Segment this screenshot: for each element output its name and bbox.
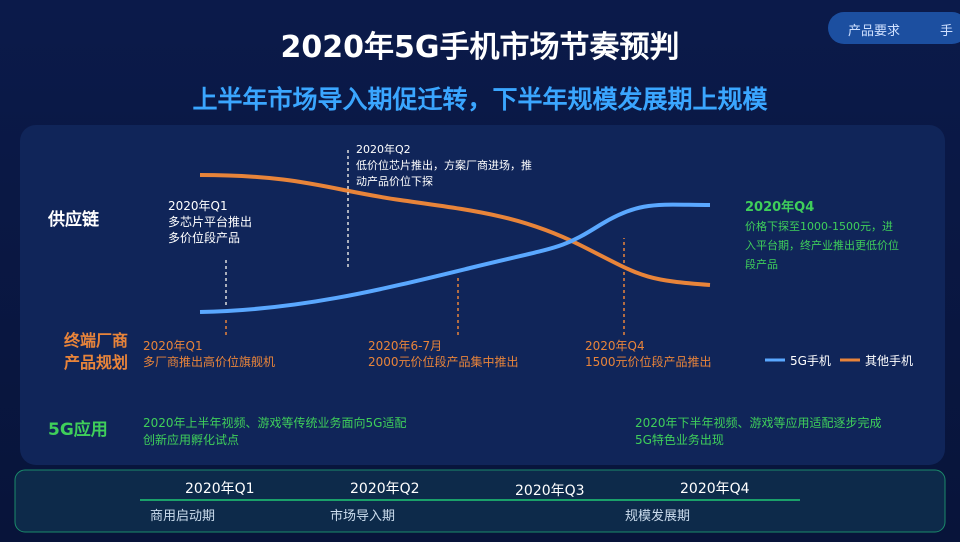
quarter: 2020年Q2 bbox=[350, 481, 420, 497]
quarter: 2020年Q3 bbox=[515, 483, 585, 499]
text-line: 入平台期，终产业推出更低价位 bbox=[745, 239, 899, 252]
tab[interactable]: 产品要求 bbox=[848, 24, 901, 39]
text-line: 2020年上半年视频、游戏等传统业务面向5G适配 bbox=[143, 416, 407, 430]
quarter: 2020年Q1 bbox=[185, 481, 255, 497]
text-line: 5G特色业务出现 bbox=[635, 433, 724, 447]
text-line: 多价位段产品 bbox=[168, 231, 241, 245]
app-text: 2020年下半年视频、游戏等应用适配逐步完成 5G特色业务出现 bbox=[635, 415, 882, 449]
text-line: 2020年Q4 bbox=[745, 200, 815, 215]
row-label: 5G应用 bbox=[48, 420, 108, 440]
title: 2020年5G手机市场节奏预判 bbox=[280, 30, 680, 65]
row-label: 供应链 bbox=[48, 210, 99, 230]
text-line: 2000元价位段产品集中推出 bbox=[368, 355, 519, 369]
annotation: 2020年Q4 价格下探至1000-1500元，进 入平台期，终产业推出更低价位 段产… bbox=[745, 198, 899, 274]
other-phone-curve bbox=[199, 173, 711, 287]
quarter: 2020年Q4 bbox=[680, 481, 750, 497]
text-line: 多厂商推出高价位旗舰机 bbox=[143, 355, 276, 369]
5g-phone-curve bbox=[199, 202, 711, 314]
annotation: 2020年6-7月 2000元价位段产品集中推出 bbox=[368, 338, 519, 370]
text-line: 段产品 bbox=[745, 258, 778, 271]
panel bbox=[20, 125, 945, 465]
text-line: 低价位芯片推出，方案厂商进场，推 bbox=[356, 159, 532, 172]
text-line: 2020年Q1 bbox=[143, 339, 203, 353]
subtitle: 上半年市场导入期促迁转，下半年规模发展期上规模 bbox=[192, 85, 768, 114]
row-label: 终端厂商 产品规划 bbox=[63, 331, 128, 372]
phase: 市场导入期 bbox=[330, 509, 396, 524]
text-line: 1500元价位段产品推出 bbox=[585, 355, 712, 369]
annotation: 2020年Q1 多芯片平台推出 多价位段产品 bbox=[168, 198, 252, 246]
tab[interactable]: 手 bbox=[940, 24, 954, 39]
text-line: 2020年下半年视频、游戏等应用适配逐步完成 bbox=[635, 416, 882, 430]
text-line: 动产品价位下探 bbox=[356, 175, 433, 188]
text-line: 创新应用孵化试点 bbox=[143, 433, 240, 447]
text-line: 2020年Q1 bbox=[168, 199, 228, 213]
legend-entry: 5G手机 bbox=[790, 354, 831, 368]
annotation: 2020年Q2 低价位芯片推出，方案厂商进场，推 动产品价位下探 bbox=[356, 142, 532, 190]
app-text: 2020年上半年视频、游戏等传统业务面向5G适配 创新应用孵化试点 bbox=[143, 415, 406, 449]
text-line: 多芯片平台推出 bbox=[168, 215, 253, 229]
text-line: 价格下探至1000-1500元，进 bbox=[745, 220, 893, 233]
annotation: 2020年Q1 多厂商推出高价位旗舰机 bbox=[143, 338, 275, 370]
text-line: 2020年Q4 bbox=[585, 339, 645, 353]
text-line: 2020年6-7月 bbox=[368, 339, 443, 353]
text-line: 2020年Q2 bbox=[356, 143, 411, 156]
tab-bar bbox=[828, 12, 960, 44]
legend-entry: 其他手机 bbox=[865, 354, 914, 368]
phase: 商用启动期 bbox=[150, 509, 216, 524]
arrows bbox=[225, 150, 625, 335]
annotation: 2020年Q4 1500元价位段产品推出 bbox=[585, 338, 712, 370]
phase: 规模发展期 bbox=[625, 509, 691, 524]
